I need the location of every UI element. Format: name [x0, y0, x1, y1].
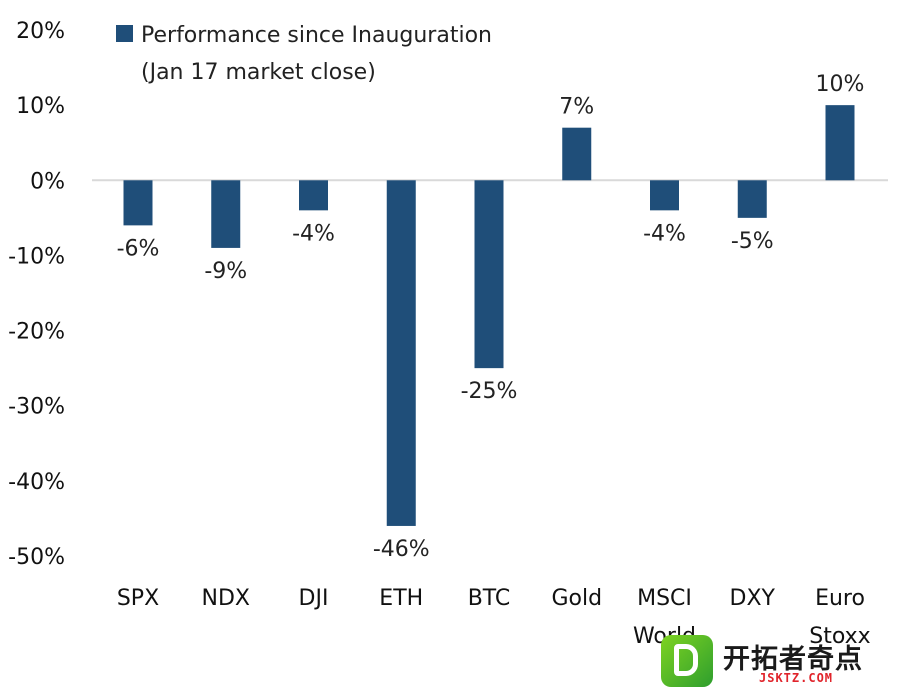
- y-tick-label: -20%: [8, 320, 65, 345]
- bars: [123, 105, 855, 526]
- data-label: 7%: [559, 95, 594, 120]
- y-tick-label: -30%: [8, 395, 65, 420]
- data-label: -25%: [461, 379, 518, 404]
- data-label: 10%: [816, 72, 865, 97]
- data-label: -5%: [731, 229, 774, 254]
- y-tick-label: -40%: [8, 470, 65, 495]
- bar: [123, 180, 153, 226]
- bar: [386, 180, 416, 526]
- y-tick-label: 20%: [16, 19, 65, 44]
- data-label: -4%: [643, 221, 686, 246]
- bar: [737, 180, 767, 218]
- bar: [825, 105, 855, 181]
- bar: [562, 127, 592, 181]
- data-labels: -6% -9% -4% -46% -25% 7% -4% -5% 10%: [117, 72, 865, 562]
- data-label: -46%: [373, 537, 430, 562]
- bar: [474, 180, 504, 369]
- legend-label-line1: Performance since Inauguration: [141, 23, 492, 48]
- x-tick-label: Euro Stoxx: [809, 586, 870, 649]
- x-tick-label: BTC: [468, 586, 511, 611]
- x-tick-label: SPX: [117, 586, 159, 611]
- y-axis: 20% 10% 0% -10% -20% -30% -40% -50%: [8, 19, 65, 570]
- watermark-logo: 开拓者奇点 JSKTZ.COM: [661, 635, 897, 687]
- y-tick-label: -50%: [8, 545, 65, 570]
- data-label: -9%: [204, 259, 247, 284]
- x-tick-label: DXY: [730, 586, 776, 611]
- x-tick-label: DJI: [299, 586, 329, 611]
- legend: Performance since Inauguration (Jan 17 m…: [116, 23, 492, 85]
- x-tick-label: NDX: [202, 586, 250, 611]
- x-tick-label: Gold: [551, 586, 602, 611]
- watermark-sub-text: JSKTZ.COM: [759, 671, 834, 685]
- watermark-main-text: 开拓者奇点: [723, 644, 863, 675]
- y-tick-label: 10%: [16, 94, 65, 119]
- watermark-badge-icon: [661, 635, 713, 687]
- bar: [650, 180, 679, 211]
- bar: [211, 180, 241, 248]
- data-label: -4%: [292, 221, 335, 246]
- y-tick-label: 0%: [30, 169, 65, 194]
- legend-swatch: [116, 25, 133, 42]
- data-label: -6%: [117, 236, 160, 261]
- x-tick-label: ETH: [379, 586, 423, 611]
- bar: [299, 180, 328, 211]
- y-tick-label: -10%: [8, 244, 65, 269]
- legend-label-line2: (Jan 17 market close): [141, 60, 376, 85]
